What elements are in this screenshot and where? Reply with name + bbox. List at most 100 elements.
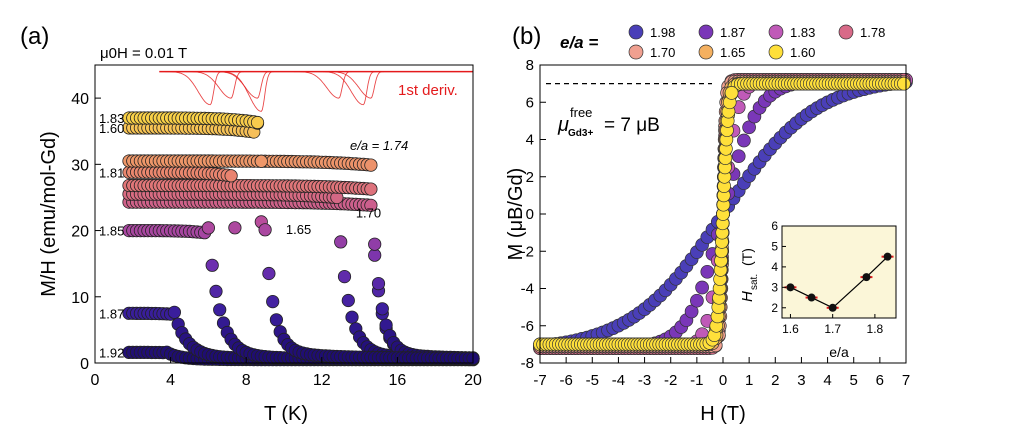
annotation-value: = 7 μB [604, 115, 660, 136]
data-point [731, 149, 746, 164]
plot-frame-a [94, 64, 474, 364]
inset-frame [781, 225, 897, 319]
series-1.83 [122, 111, 480, 365]
legend-marker [698, 24, 714, 40]
x-tick-label-b: 2 [771, 372, 779, 389]
data-point [269, 313, 283, 327]
legend-label: 1.78 [860, 25, 885, 40]
legend-marker [628, 24, 644, 40]
inset-y-tick-label: 2 [771, 301, 778, 315]
derivative-peak-curve [316, 71, 386, 106]
annotation-mu: μ [557, 114, 569, 136]
y-tick-label-b: -2 [521, 243, 534, 260]
ea-annotation-174: e/a = 1.74 [350, 138, 408, 153]
data-point [364, 182, 378, 196]
x-tick-label-a: 0 [91, 372, 100, 389]
panel-b-label: (b) [512, 23, 541, 50]
x-tick-label-a: 8 [242, 372, 251, 389]
x-tick-label-b: 3 [797, 372, 805, 389]
legend-title: e/a = [560, 33, 598, 52]
legend-item-1.78: 1.78 [838, 24, 885, 40]
inset-x-label: e/a [829, 344, 849, 360]
data-point [262, 266, 276, 281]
legend-marker [768, 24, 784, 40]
y-tick-label-b: 8 [526, 57, 534, 74]
series-label-1.87: 1.87 [99, 306, 124, 321]
series-label-1.92: 1.92 [99, 345, 124, 360]
derivative-peak-curve [323, 71, 393, 99]
data-point [228, 221, 242, 235]
inset-point [786, 283, 795, 292]
x-tick-label-b: 5 [850, 372, 858, 389]
x-tick-label-b: 1 [745, 372, 753, 389]
derivative-peak-curve [291, 71, 361, 99]
legend-label: 1.87 [720, 25, 745, 40]
legend-label: 1.60 [790, 45, 815, 60]
derivative-curves [159, 70, 473, 112]
data-point [250, 115, 265, 130]
inset-point [862, 273, 871, 282]
inset-x-tick-label: 1.7 [824, 322, 841, 336]
derivative-peak-curve [214, 71, 284, 112]
data-point [700, 264, 715, 279]
inset-point [807, 293, 816, 302]
legend-item-1.83: 1.83 [768, 24, 815, 40]
series-1.81 [122, 165, 242, 235]
x-tick-label-b: -6 [559, 372, 572, 389]
y-axis-label-b: M (μB/Gd) [505, 168, 527, 261]
data-point [254, 154, 268, 168]
data-point [368, 248, 382, 262]
free-moment-annotation: μ free Gd3+ = 7 μB [557, 105, 660, 139]
series-label-1.83: 1.83 [99, 111, 124, 126]
x-axis-label-a: T (K) [264, 403, 308, 425]
y-tick-label-b: 4 [526, 132, 534, 149]
legend-label: 1.70 [650, 45, 675, 60]
data-point [371, 276, 386, 291]
susceptibility-points [122, 111, 480, 367]
series-label-1.65: 1.65 [286, 222, 311, 237]
data-point [345, 310, 359, 324]
data-point [364, 158, 378, 172]
inset-y-tick-label: 4 [771, 260, 778, 274]
series-1.74 [122, 154, 378, 172]
x-tick-label-b: -1 [690, 372, 703, 389]
x-tick-label-b: 6 [876, 372, 884, 389]
legend-marker [768, 44, 784, 60]
data-point [897, 76, 911, 91]
series-label-1.60: 1.60 [99, 121, 124, 136]
series-labels: 1.831.60 1.81 1.70 1.65 1.85 1.87 1.92 [99, 111, 381, 360]
panel-b: (b) e/a = 1.98 1.87 1.83 1.781.70 1.65 1.60 μ… [505, 23, 913, 425]
legend-item-1.65: 1.65 [698, 44, 745, 60]
axes-a: 0 4 8 12 16 20 0 10 20 30 40 [71, 91, 482, 389]
inset-y-label-main: H [739, 291, 756, 302]
legend-marker [628, 44, 644, 60]
x-tick-label-b: -7 [533, 372, 546, 389]
data-point [334, 235, 348, 249]
series-label-1.85: 1.85 [99, 224, 124, 239]
data-point [375, 302, 389, 316]
legend-label: 1.83 [790, 25, 815, 40]
legend-item-1.60: 1.60 [768, 44, 815, 60]
y-tick-label-a: 10 [71, 290, 89, 307]
y-tick-label-b: -8 [521, 355, 534, 372]
derivative-label: 1st deriv. [398, 82, 458, 99]
field-label: μ0H = 0.01 T [100, 45, 187, 62]
legend-marker [838, 24, 854, 40]
data-point [213, 303, 227, 317]
y-tick-label-b: -4 [521, 281, 534, 298]
panel-a-label: (a) [20, 23, 49, 50]
derivative-peak-curve [183, 71, 254, 99]
y-tick-label-b: 2 [526, 169, 534, 186]
inset-point [828, 303, 837, 312]
legend-item-1.98: 1.98 [628, 24, 675, 40]
y-axis-label-a: M/H (emu/mol-Gd) [38, 131, 60, 297]
y-tick-label-a: 30 [71, 157, 89, 174]
legend-item-1.87: 1.87 [698, 24, 745, 40]
magnetization-points [533, 73, 913, 355]
y-tick-label-a: 20 [71, 224, 89, 241]
panel-a: (a) μ0H = 0.01 T 1st deriv. e/a = 1.74 1… [20, 23, 482, 425]
legend-item-1.70: 1.70 [628, 44, 675, 60]
inset-x-tick-label: 1.8 [867, 322, 884, 336]
series-label-1.70: 1.70 [356, 205, 381, 220]
annotation-superscript: free [570, 105, 592, 120]
